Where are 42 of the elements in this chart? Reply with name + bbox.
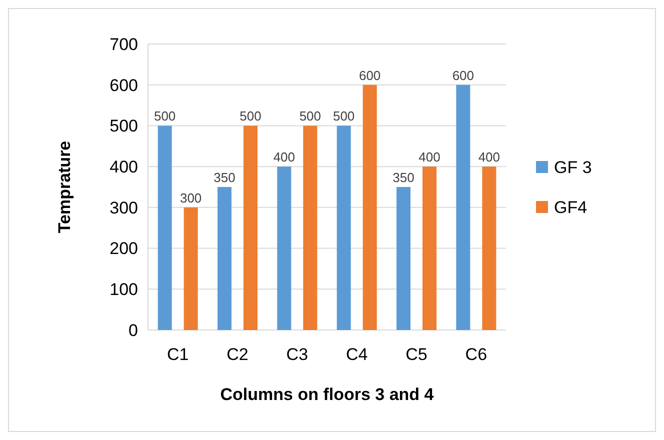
- x-tick-label: C2: [226, 345, 248, 364]
- legend-label: GF4: [554, 198, 588, 217]
- bar: [482, 166, 496, 330]
- bar: [244, 126, 258, 330]
- y-tick-label: 600: [110, 76, 138, 95]
- data-label: 400: [418, 150, 440, 165]
- bar: [158, 126, 172, 330]
- x-tick-label: C4: [346, 345, 368, 364]
- x-tick-label: C6: [465, 345, 488, 364]
- bar: [422, 166, 436, 330]
- legend-label: GF 3: [554, 158, 592, 177]
- data-label: 600: [452, 68, 474, 83]
- y-tick-label: 500: [110, 116, 138, 136]
- data-label: 500: [240, 108, 262, 124]
- bar: [303, 126, 318, 330]
- bar: [336, 126, 351, 330]
- x-tick-label: C5: [406, 345, 428, 364]
- data-label: 500: [332, 108, 355, 124]
- y-tick-label: 300: [110, 198, 138, 218]
- data-label: 500: [154, 108, 176, 124]
- bar: [184, 207, 198, 330]
- data-label: 600: [358, 68, 381, 83]
- x-axis-title: Columns on floors 3 and 4: [220, 385, 434, 404]
- data-label: 400: [273, 150, 296, 165]
- data-label: 300: [180, 190, 202, 206]
- y-axis-title: Temprature: [55, 140, 74, 234]
- data-label: 500: [299, 108, 322, 124]
- bar: [277, 166, 292, 330]
- bar: [456, 84, 470, 330]
- data-label: 350: [214, 170, 236, 185]
- data-label: 400: [478, 150, 500, 165]
- y-tick-label: 0: [128, 320, 138, 340]
- x-tick-label: C3: [286, 345, 308, 364]
- y-tick-label: 100: [110, 280, 138, 300]
- data-label: 350: [392, 170, 414, 185]
- x-tick-label: C1: [166, 345, 189, 364]
- bar: [396, 187, 410, 330]
- y-tick-label: 200: [110, 239, 138, 258]
- y-tick-label: 400: [110, 158, 138, 177]
- y-tick-label: 700: [110, 34, 138, 54]
- bar: [218, 187, 232, 330]
- bar: [362, 84, 377, 330]
